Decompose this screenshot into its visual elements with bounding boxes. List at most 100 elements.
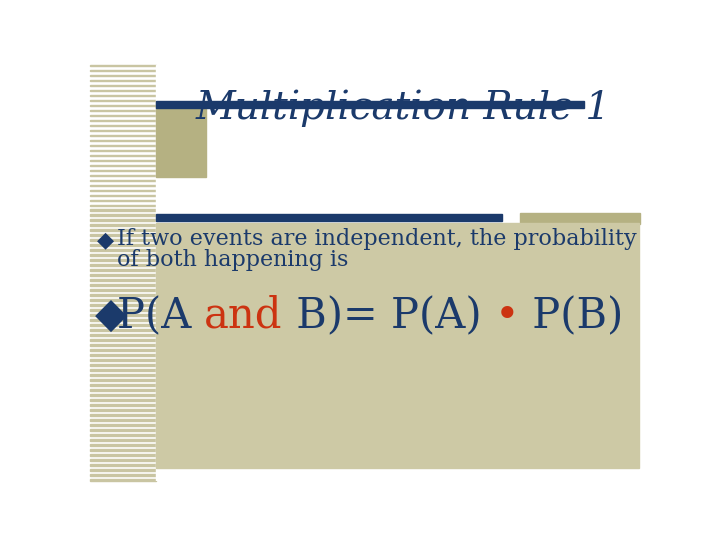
Bar	[90, 210, 156, 211]
Bar	[90, 414, 156, 416]
Bar	[90, 219, 156, 221]
Bar	[90, 245, 156, 246]
Bar	[90, 134, 156, 136]
Bar	[90, 359, 156, 361]
Bar	[90, 94, 156, 97]
Bar	[90, 394, 156, 396]
Bar	[90, 429, 156, 431]
Bar	[90, 214, 156, 216]
Bar	[90, 424, 156, 426]
Bar	[90, 154, 156, 156]
Bar	[90, 474, 156, 476]
Bar	[90, 434, 156, 436]
Bar	[90, 100, 156, 102]
Bar	[90, 249, 156, 251]
Bar	[90, 80, 156, 82]
Bar	[90, 225, 156, 226]
Bar	[90, 344, 156, 346]
Bar	[90, 354, 156, 356]
Bar	[90, 439, 156, 441]
Bar	[90, 449, 156, 451]
Bar	[90, 85, 156, 86]
Bar	[156, 65, 648, 481]
Bar	[90, 419, 156, 421]
Bar	[90, 459, 156, 461]
Bar	[90, 285, 156, 286]
Bar	[90, 314, 156, 316]
Bar	[90, 199, 156, 201]
Bar	[90, 469, 156, 471]
Bar	[90, 254, 156, 256]
Bar	[90, 194, 156, 196]
Text: ◆: ◆	[97, 230, 114, 251]
Bar	[90, 404, 156, 406]
Text: P(B): P(B)	[519, 295, 624, 337]
Bar	[90, 389, 156, 391]
Bar	[90, 170, 156, 171]
Bar	[90, 364, 156, 366]
Bar	[90, 185, 156, 186]
Bar	[90, 339, 156, 341]
Bar	[90, 90, 156, 91]
Bar	[90, 160, 156, 161]
Bar	[90, 234, 156, 236]
Bar	[90, 114, 156, 116]
Bar	[90, 110, 156, 111]
Bar	[90, 269, 156, 271]
Bar	[90, 230, 156, 231]
Bar	[156, 102, 206, 177]
Bar	[90, 265, 156, 266]
Bar	[90, 145, 156, 146]
Bar	[90, 205, 156, 206]
Bar	[90, 374, 156, 376]
Bar	[90, 140, 156, 141]
Bar	[90, 125, 156, 126]
Bar	[90, 379, 156, 381]
Bar	[90, 279, 156, 281]
Bar	[90, 399, 156, 401]
Bar	[90, 384, 156, 386]
Text: Multiplication Rule 1: Multiplication Rule 1	[196, 89, 611, 127]
Bar	[90, 70, 156, 71]
Bar	[90, 329, 156, 331]
Bar	[90, 180, 156, 181]
Text: If two events are independent, the probability: If two events are independent, the proba…	[117, 228, 636, 249]
Bar	[90, 65, 156, 66]
Bar	[156, 214, 502, 221]
Bar	[90, 165, 156, 166]
Bar	[156, 223, 639, 468]
Bar	[90, 324, 156, 326]
Bar	[90, 259, 156, 261]
Bar	[90, 190, 156, 191]
Text: of both happening is: of both happening is	[117, 249, 348, 271]
Bar	[90, 75, 156, 77]
Bar	[90, 464, 156, 465]
Bar	[90, 294, 156, 296]
Bar	[90, 105, 156, 106]
Bar	[90, 150, 156, 151]
Bar	[90, 479, 156, 481]
Text: •: •	[495, 295, 519, 337]
Bar	[90, 444, 156, 446]
Text: ◆: ◆	[95, 295, 127, 337]
Bar	[156, 101, 584, 109]
Bar	[90, 305, 156, 306]
Bar	[90, 239, 156, 241]
Bar	[90, 309, 156, 311]
Bar	[90, 349, 156, 351]
Bar	[90, 334, 156, 336]
Text: and: and	[204, 295, 283, 337]
Bar	[90, 319, 156, 321]
Text: P(A: P(A	[117, 295, 204, 337]
Bar	[90, 289, 156, 291]
Text: B)= P(A): B)= P(A)	[283, 295, 495, 337]
Bar	[90, 409, 156, 411]
Bar	[90, 369, 156, 371]
Bar	[90, 454, 156, 456]
Bar	[90, 120, 156, 122]
Bar	[520, 213, 639, 224]
Bar	[90, 174, 156, 176]
Bar	[90, 274, 156, 276]
Bar	[90, 130, 156, 131]
Bar	[90, 299, 156, 301]
